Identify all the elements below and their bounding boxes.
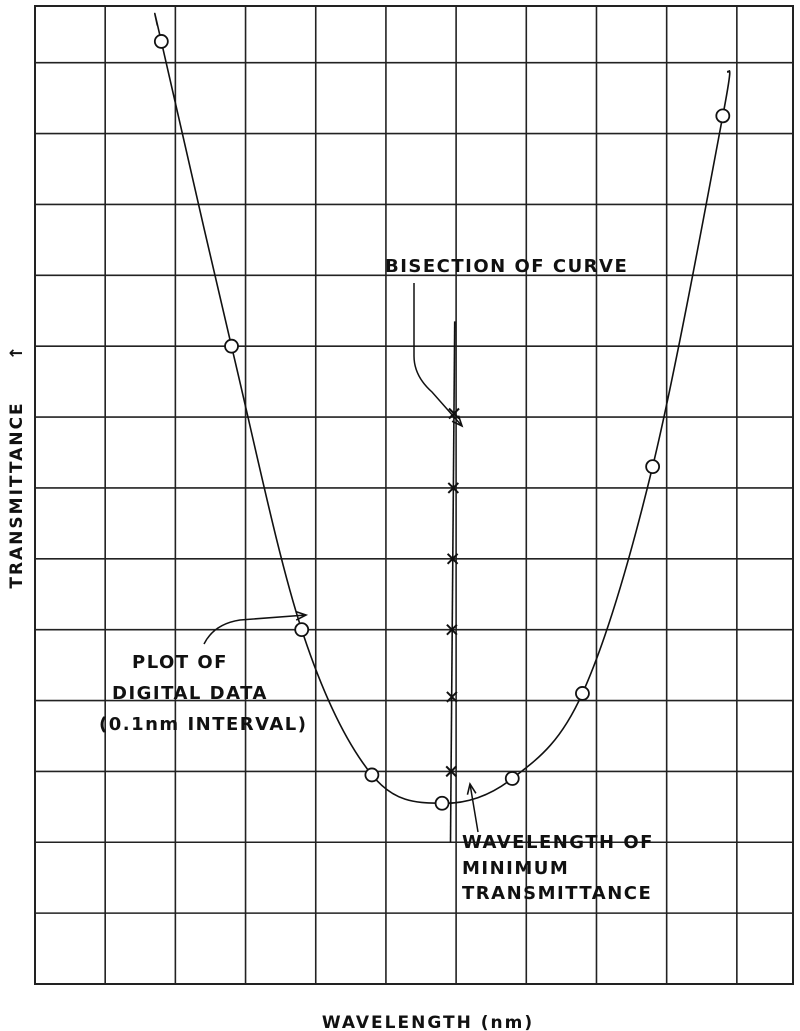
annotation-minimum-line2: MINIMUM	[462, 858, 569, 879]
data-point-circle	[364, 767, 380, 783]
annotation-minimum-line3: TRANSMITTANCE	[462, 883, 652, 904]
annotation-arrow-head	[466, 781, 477, 795]
x-axis-label: WAVELENGTH (nm)	[322, 1013, 534, 1031]
data-point-circle	[434, 795, 450, 811]
data-point-circle	[224, 338, 239, 354]
data-point-circle	[645, 459, 661, 475]
annotation-arrow-line	[413, 283, 463, 427]
data-point-circle	[294, 622, 310, 638]
annotation-bisection: BISECTION OF CURVE	[385, 256, 628, 277]
plot-frame	[34, 5, 794, 985]
annotation-digital-line2: DIGITAL DATA	[112, 683, 268, 704]
bisection-point-x	[446, 691, 458, 703]
annotation-arrow-line	[469, 783, 479, 833]
y-axis-label: TRANSMITTANCE	[7, 401, 27, 588]
bisection-point-x	[448, 407, 460, 420]
data-point-circle	[575, 686, 590, 701]
annotation-digital-line3: (0.1nm INTERVAL)	[99, 714, 307, 735]
bisection-point-x	[445, 765, 457, 778]
bisection-line	[449, 321, 456, 843]
bisection-point-x	[447, 482, 460, 494]
data-point-circle	[504, 771, 520, 786]
data-markers	[153, 34, 731, 811]
annotation-arrow-line	[203, 614, 307, 645]
annotation-minimum-line1: WAVELENGTH OF	[462, 832, 654, 853]
data-point-circle	[715, 108, 731, 124]
annotation-digital-line1: PLOT OF	[132, 652, 228, 673]
bisection-point-x	[446, 553, 459, 565]
grid-lines	[34, 5, 794, 985]
annotation-arrows	[203, 283, 479, 833]
data-point-circle	[153, 34, 169, 49]
annotation-arrow-head	[295, 610, 309, 621]
bisection-point-x	[446, 623, 458, 636]
annotation-arrow-head	[451, 415, 464, 428]
y-axis-arrow: ↑	[7, 344, 27, 360]
